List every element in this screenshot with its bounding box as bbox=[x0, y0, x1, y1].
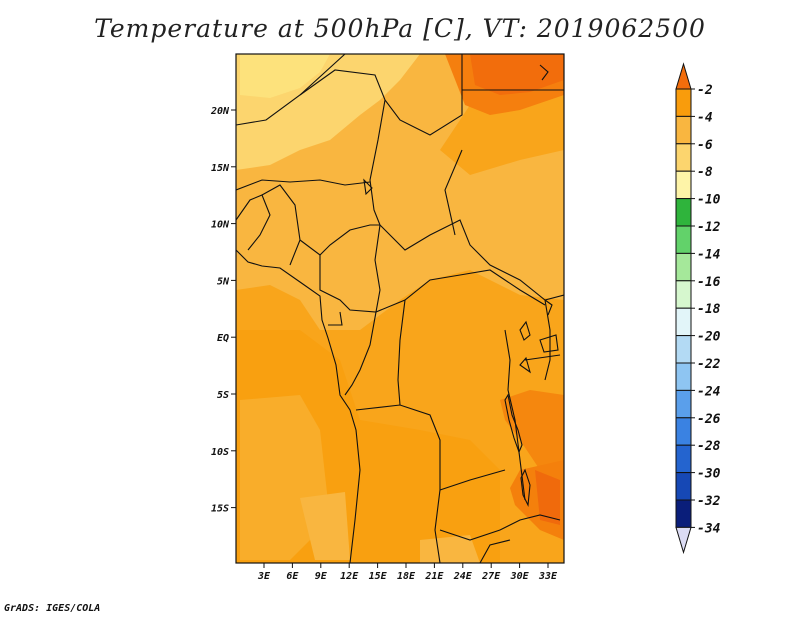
colorbar-label: -12 bbox=[697, 220, 721, 235]
colorbar-label: -8 bbox=[697, 165, 713, 180]
colorbar-label: -18 bbox=[697, 302, 721, 317]
colorbar-swatch bbox=[675, 307, 692, 337]
lon-label: 12E bbox=[340, 571, 359, 582]
lat-label: EQ bbox=[217, 333, 229, 344]
longitude-axis: 3E 6E 9E 12E 15E 18E 21E 24E 27E 30E 33E bbox=[257, 563, 558, 582]
lon-label: 6E bbox=[286, 571, 299, 582]
lat-label: 15N bbox=[211, 163, 230, 174]
colorbar-label: -32 bbox=[697, 494, 721, 509]
colorbar: -2 -4 -6 -8 -10 -12 -14 -16 -18 -20 -22 -24 -26 -28 -3… bbox=[675, 62, 721, 555]
colorbar-label: -24 bbox=[697, 384, 721, 399]
lon-label: 30E bbox=[510, 571, 530, 582]
colorbar-label: -26 bbox=[697, 412, 721, 427]
colorbar-swatch bbox=[675, 198, 692, 227]
lon-label: 9E bbox=[315, 571, 328, 582]
colorbar-label: -34 bbox=[697, 521, 721, 536]
lon-label: 24E bbox=[453, 571, 473, 582]
colorbar-bottom-arrow bbox=[675, 526, 692, 555]
colorbar-swatch bbox=[675, 444, 692, 474]
lon-label: 27E bbox=[481, 571, 501, 582]
colorbar-label: -2 bbox=[697, 83, 713, 98]
lat-label: 10S bbox=[211, 447, 229, 458]
colorbar-swatch bbox=[675, 88, 692, 117]
colorbar-swatch bbox=[675, 170, 692, 200]
colorbar-swatch bbox=[675, 499, 692, 528]
lat-label: 10N bbox=[211, 220, 230, 231]
lon-label: 15E bbox=[369, 571, 388, 582]
colorbar-label: -14 bbox=[697, 247, 721, 262]
temperature-field bbox=[236, 54, 564, 563]
colorbar-label: -10 bbox=[697, 193, 721, 208]
lon-label: 3E bbox=[257, 571, 271, 582]
colorbar-label: -4 bbox=[697, 110, 713, 125]
colorbar-swatch bbox=[675, 335, 692, 364]
colorbar-label: -6 bbox=[697, 138, 713, 153]
colorbar-swatch bbox=[675, 143, 692, 172]
colorbar-swatch bbox=[675, 362, 692, 391]
colorbar-label: -22 bbox=[697, 357, 721, 372]
colorbar-label: -20 bbox=[697, 330, 721, 345]
colorbar-swatch bbox=[675, 417, 692, 446]
country-borders bbox=[236, 54, 564, 563]
colorbar-swatch bbox=[675, 389, 692, 419]
lat-label: 5N bbox=[217, 276, 230, 287]
lat-label: 5S bbox=[217, 390, 229, 401]
lat-label: 20N bbox=[210, 106, 230, 117]
latitude-axis: 20N 15N 10N 5N EQ 5S 10S 15S bbox=[210, 106, 236, 515]
lon-label: 21E bbox=[424, 571, 444, 582]
colorbar-swatch bbox=[675, 252, 692, 282]
grads-credit: GrADS: IGES/COLA bbox=[4, 603, 101, 614]
map-title: Temperature at 500hPa [C], VT: 201906250… bbox=[94, 14, 706, 43]
colorbar-swatch bbox=[675, 115, 692, 145]
colorbar-swatch bbox=[675, 472, 692, 501]
colorbar-swatch bbox=[675, 280, 692, 309]
lon-label: 18E bbox=[397, 571, 416, 582]
colorbar-top-arrow bbox=[675, 62, 692, 90]
lat-label: 15S bbox=[211, 504, 229, 515]
colorbar-label: -30 bbox=[697, 467, 721, 482]
lon-label: 33E bbox=[538, 571, 558, 582]
colorbar-swatch bbox=[675, 225, 692, 254]
colorbar-label: -16 bbox=[697, 275, 721, 290]
colorbar-label: -28 bbox=[697, 439, 721, 454]
map-frame bbox=[235, 53, 565, 564]
